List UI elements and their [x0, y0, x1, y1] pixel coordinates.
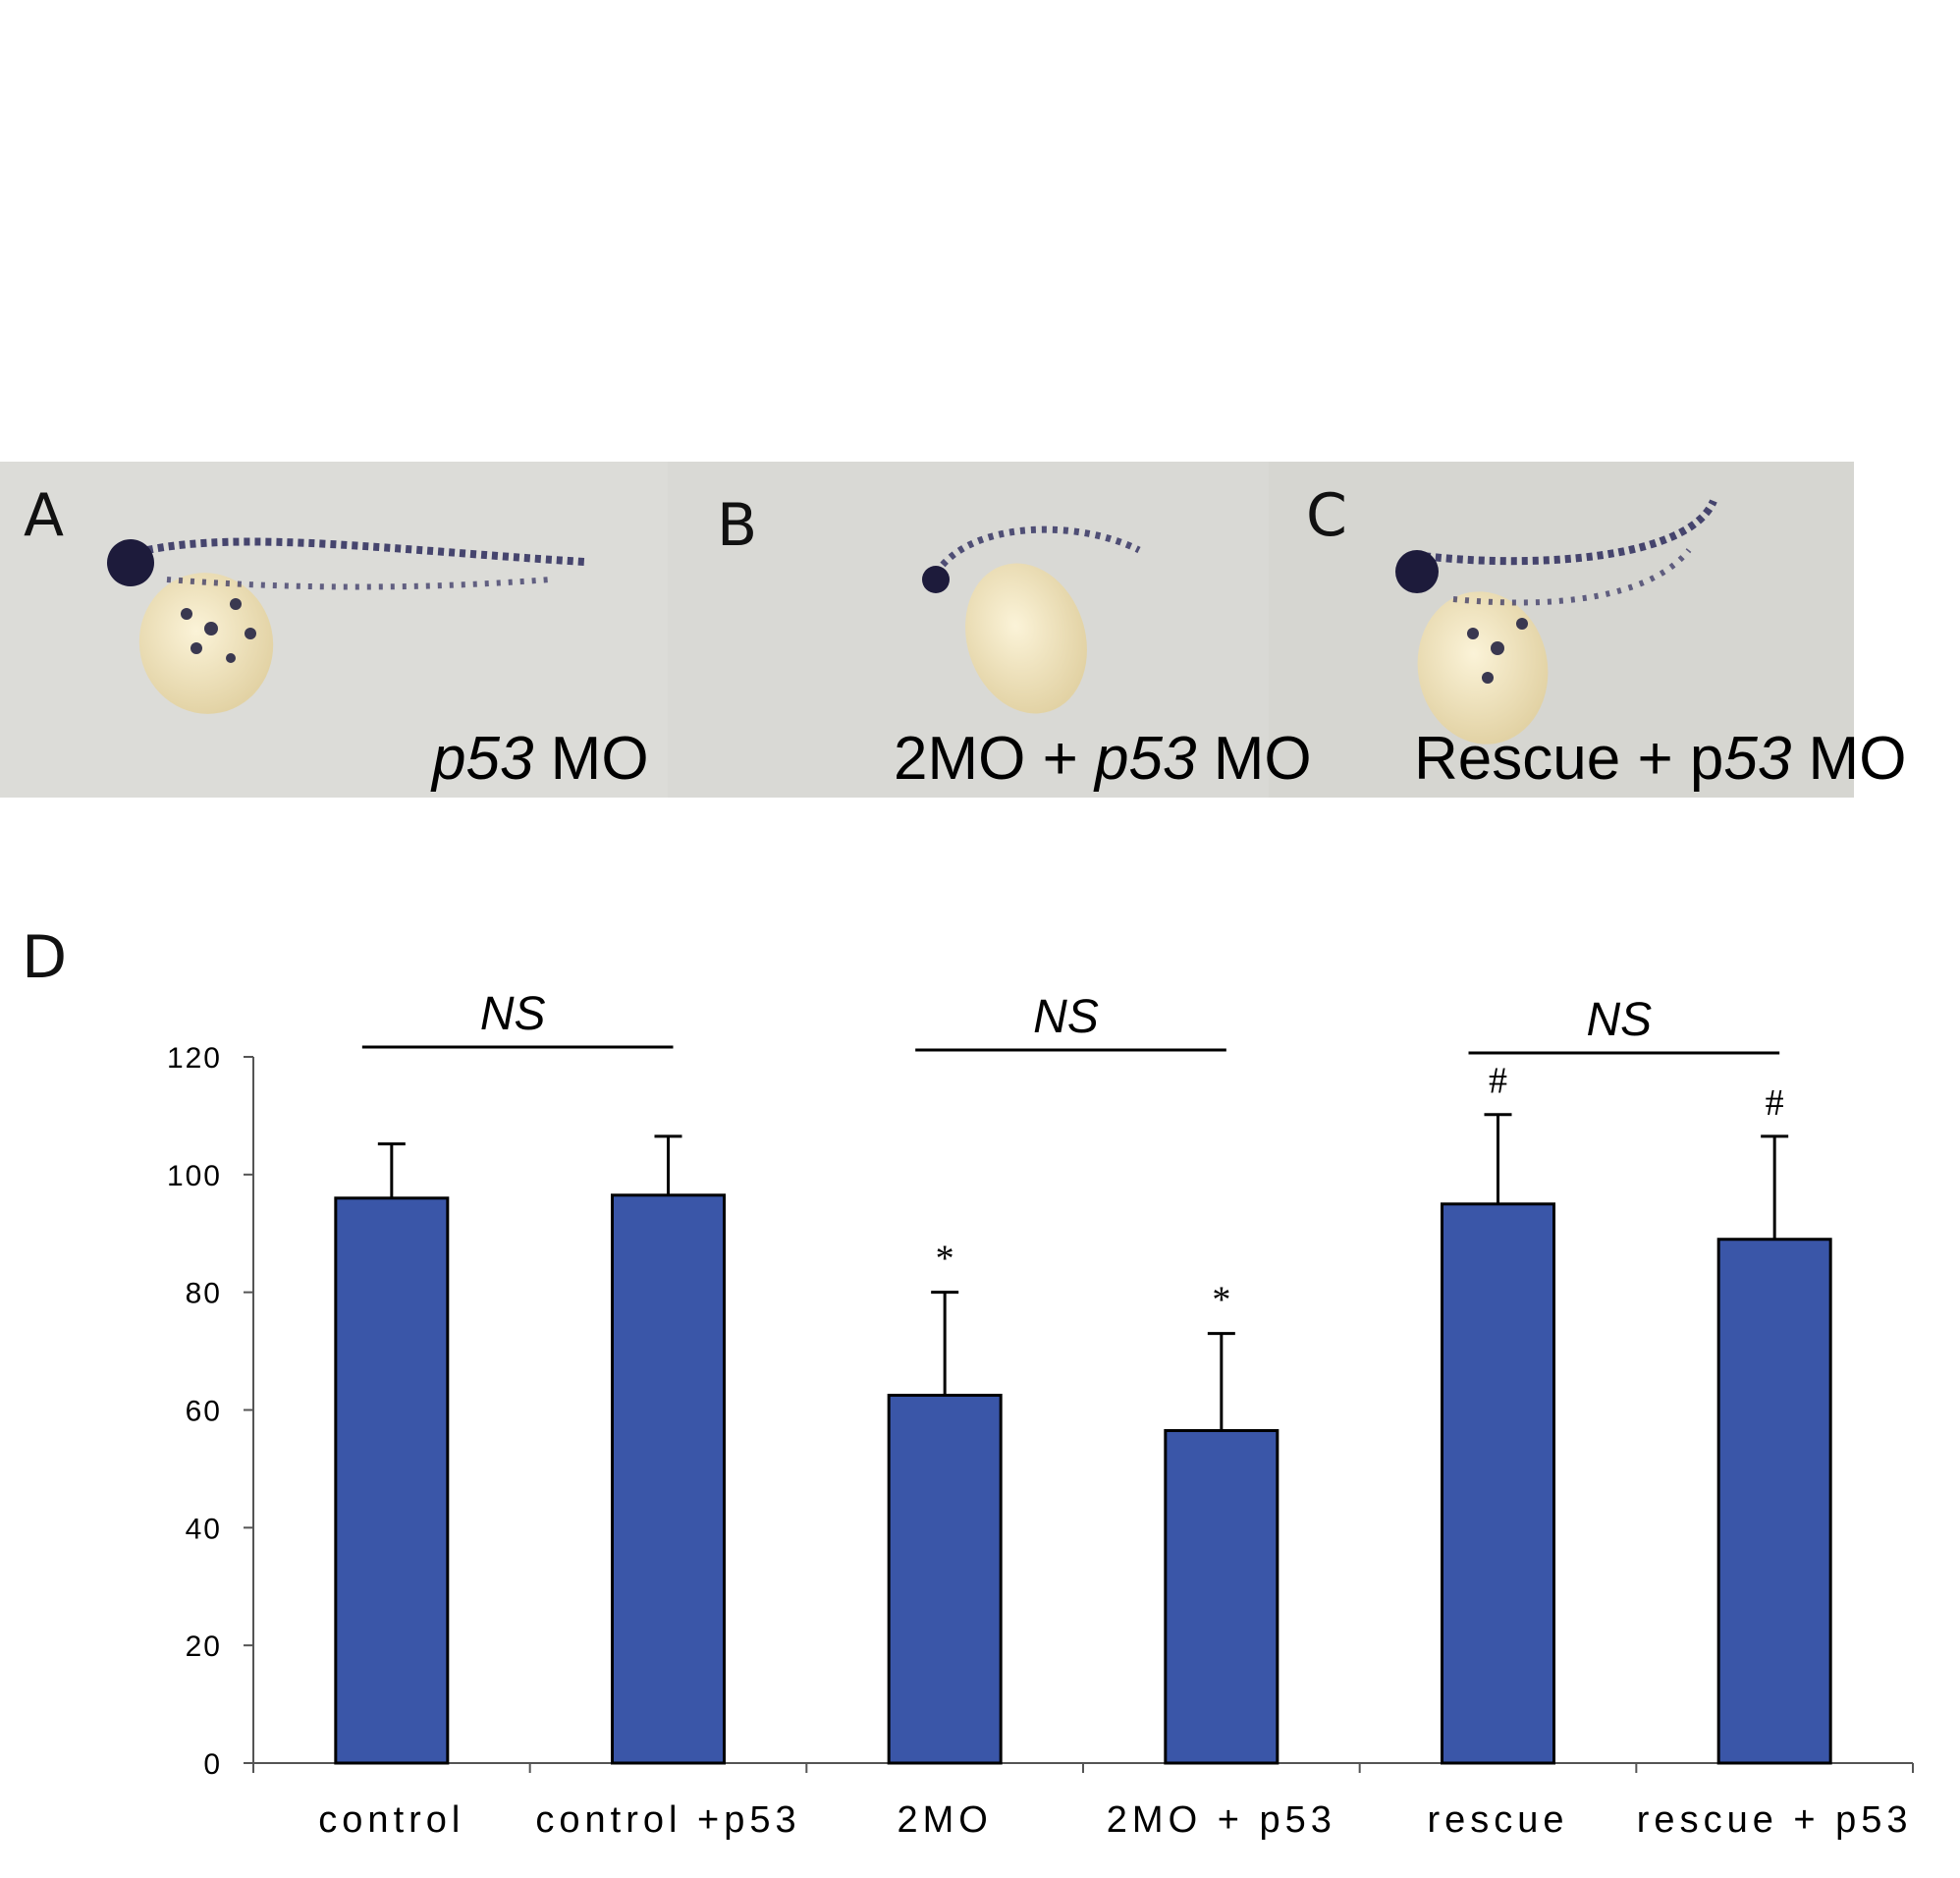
- panel-a-caption-plain: MO: [533, 725, 648, 793]
- bar: [1441, 1202, 1555, 1765]
- y-tick-label: 100: [167, 1160, 222, 1192]
- panel-b-caption-plain: MO: [1196, 725, 1311, 793]
- category-label: rescue + p53: [1637, 1799, 1913, 1841]
- significance-marker: *: [936, 1239, 954, 1280]
- panel-a-caption-italic: p53: [430, 725, 533, 793]
- y-tick-label: 20: [186, 1630, 222, 1663]
- panel-b-caption-italic: p53: [1093, 725, 1196, 793]
- panel-a-caption: p53 MO: [430, 725, 649, 793]
- panel-a-letter: A: [24, 481, 64, 550]
- category-label: rescue: [1427, 1799, 1568, 1841]
- embryo-b-illustration: [922, 525, 1141, 714]
- category-label: 2MO + p53: [1107, 1799, 1336, 1841]
- category-label: control: [318, 1799, 464, 1841]
- bar: [334, 1196, 450, 1765]
- bar: [611, 1193, 726, 1765]
- category-label: 2MO: [897, 1799, 992, 1841]
- panel-b-caption-prefix: 2MO +: [894, 725, 1095, 793]
- photo-panel-c-background: [1269, 462, 1854, 798]
- y-tick-label: 80: [186, 1278, 222, 1310]
- panel-c-caption-italic: 53: [1723, 725, 1791, 793]
- bar: [887, 1394, 1003, 1765]
- panel-c-letter: C: [1306, 481, 1347, 550]
- panel-d-letter: D: [22, 923, 67, 992]
- photo-strip: A B C p53 MO 2MO + p53 MO Rescue + p53 M…: [0, 462, 1906, 798]
- embryo-c-illustration: [1395, 499, 1717, 745]
- y-tick-label: 40: [186, 1513, 222, 1545]
- significance-marker: #: [1489, 1061, 1507, 1102]
- ns-label: NS: [1586, 994, 1652, 1046]
- bar-chart: 0 20 40 60 80 100 120 control control +p53 * 2MO * 2…: [167, 988, 1914, 1841]
- panel-b-caption: 2MO + p53 MO: [894, 725, 1312, 793]
- bar: [1164, 1428, 1279, 1765]
- panel-c-caption: Rescue + p53 MO: [1414, 725, 1906, 793]
- y-tick-label: 60: [186, 1396, 222, 1428]
- panel-b-letter: B: [717, 491, 757, 560]
- category-label: control +p53: [535, 1799, 800, 1841]
- y-tick-label: 120: [167, 1042, 222, 1075]
- panel-c-caption-plain: MO: [1791, 725, 1906, 793]
- embryo-a-illustration: [107, 537, 585, 714]
- bar: [1716, 1238, 1832, 1765]
- photo-panel-a-background: [0, 462, 668, 798]
- ns-label: NS: [1033, 991, 1099, 1043]
- significance-marker: *: [1212, 1280, 1230, 1321]
- significance-marker: #: [1766, 1082, 1784, 1124]
- ns-label: NS: [480, 988, 546, 1040]
- y-tick-label: 0: [203, 1748, 222, 1781]
- panel-c-caption-prefix: Rescue + p: [1414, 725, 1723, 793]
